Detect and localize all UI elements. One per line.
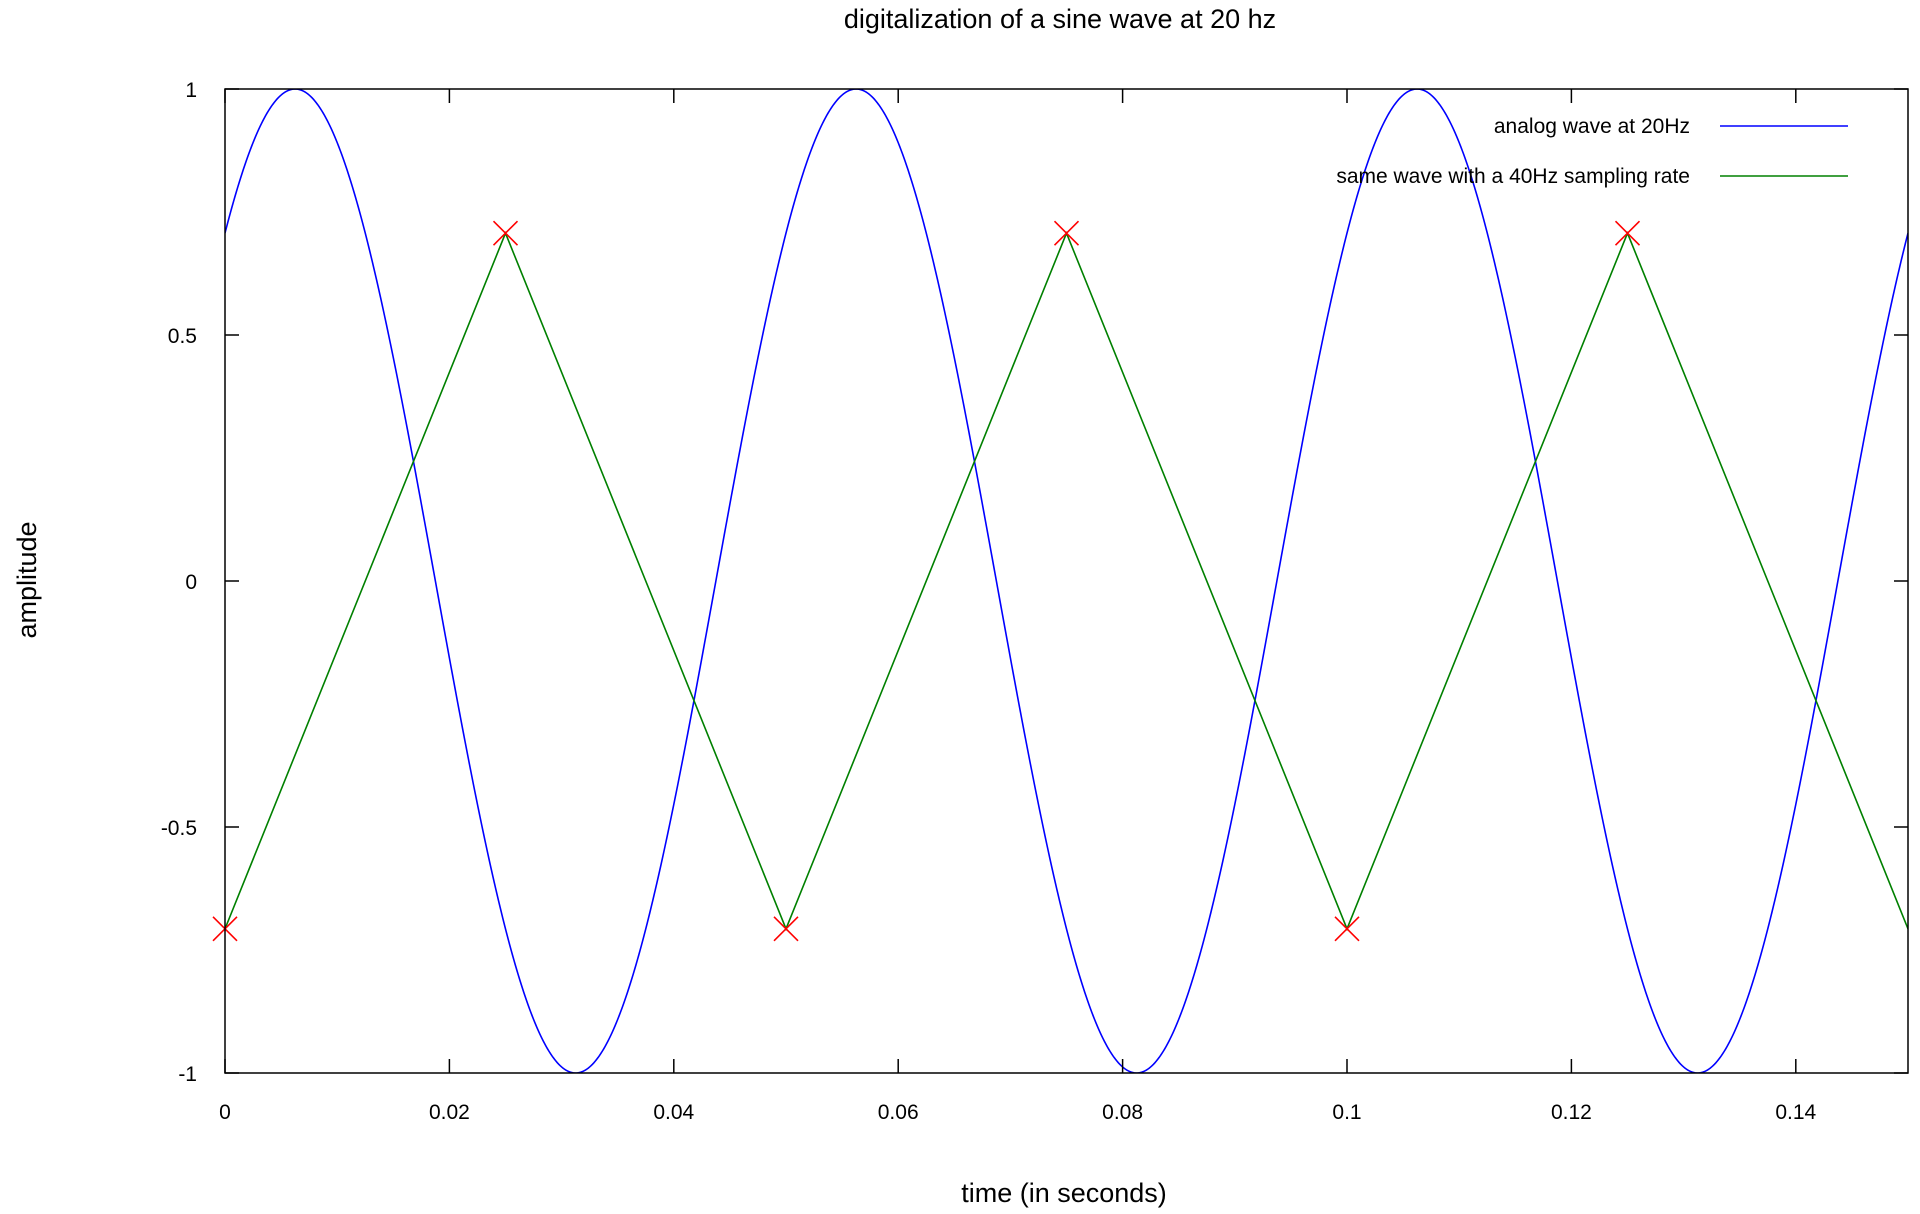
x-tick-label: 0.04 bbox=[653, 1101, 694, 1124]
y-axis-label: amplitude bbox=[12, 521, 42, 638]
x-tick-label: 0 bbox=[219, 1101, 231, 1124]
series-line-0 bbox=[225, 89, 1908, 1073]
legend: analog wave at 20Hz same wave with a 40Hz… bbox=[1336, 115, 1848, 188]
x-tick-label: 0.08 bbox=[1102, 1101, 1143, 1124]
x-axis-label: time (in seconds) bbox=[961, 1178, 1167, 1208]
chart-title: digitalization of a sine wave at 20 hz bbox=[844, 4, 1276, 34]
sample-marker bbox=[492, 220, 519, 246]
legend-entry-label: same wave with a 40Hz sampling rate bbox=[1336, 165, 1690, 188]
y-tick-label: 0.5 bbox=[168, 325, 197, 348]
x-tick-label: 0.14 bbox=[1775, 1101, 1816, 1124]
axis-ticks: 0 0.02 0.04 0.06 0.08 0.1 0.12 0.14 -1 -0.5 0 0.5 1 bbox=[161, 79, 1908, 1124]
x-tick-label: 0.06 bbox=[878, 1101, 919, 1124]
sample-marker bbox=[1334, 916, 1360, 942]
y-tick-label: -0.5 bbox=[161, 817, 197, 840]
x-tick-label: 0.02 bbox=[429, 1101, 470, 1124]
sample-marker bbox=[773, 916, 799, 942]
sample-marker bbox=[1053, 220, 1080, 246]
y-tick-label: 1 bbox=[185, 79, 197, 102]
y-tick-label: -1 bbox=[178, 1063, 197, 1086]
sample-marker bbox=[1614, 220, 1641, 246]
plot-area bbox=[212, 89, 1908, 1073]
legend-entry-label: analog wave at 20Hz bbox=[1494, 115, 1690, 138]
x-tick-label: 0.12 bbox=[1551, 1101, 1592, 1124]
y-tick-label: 0 bbox=[185, 571, 197, 594]
plot-frame bbox=[224, 88, 1909, 1074]
x-tick-label: 0.1 bbox=[1332, 1101, 1361, 1124]
series-line-1 bbox=[225, 231, 1908, 931]
